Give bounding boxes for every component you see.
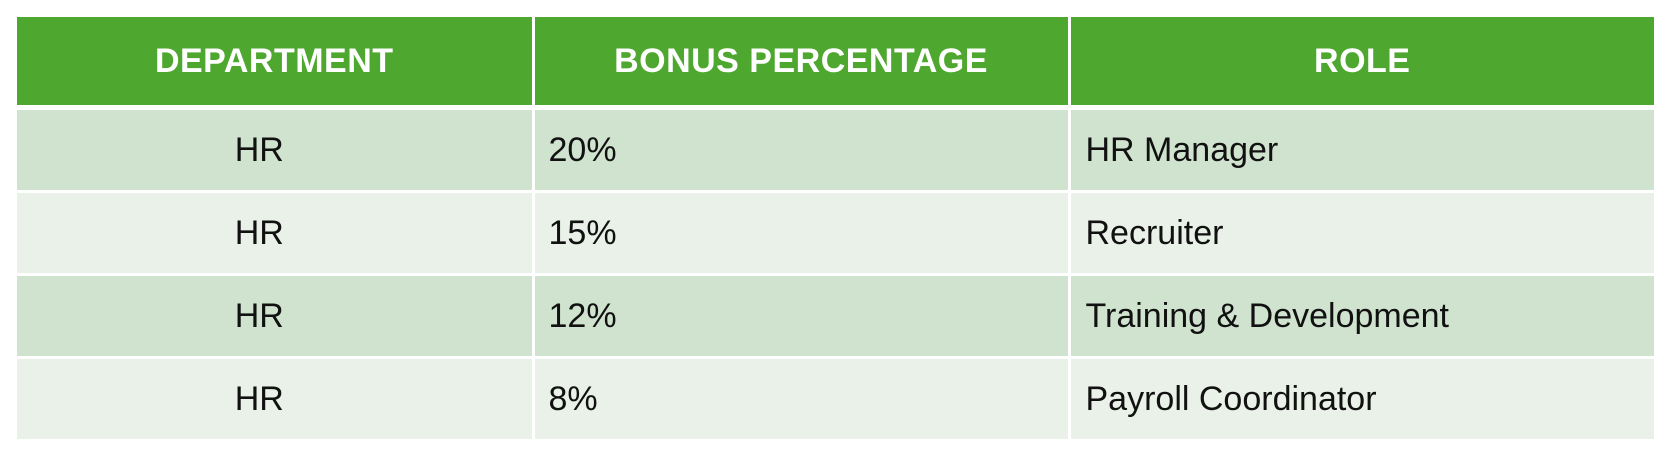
bonus-table: DEPARTMENT BONUS PERCENTAGE ROLE HR 20% …: [17, 17, 1654, 442]
cell-role: Payroll Coordinator: [1069, 357, 1654, 442]
cell-bonus: 20%: [533, 107, 1071, 193]
bonus-table-container: DEPARTMENT BONUS PERCENTAGE ROLE HR 20% …: [17, 17, 1654, 442]
cell-bonus: 8%: [533, 357, 1071, 442]
cell-department: HR: [17, 274, 535, 359]
table-row: HR 8% Payroll Coordinator: [17, 357, 1654, 442]
header-role: ROLE: [1069, 17, 1654, 110]
cell-department: HR: [17, 191, 535, 276]
header-bonus-percentage: BONUS PERCENTAGE: [533, 17, 1071, 110]
header-department: DEPARTMENT: [17, 17, 535, 110]
cell-bonus: 15%: [533, 191, 1071, 276]
cell-department: HR: [17, 357, 535, 442]
cell-role: HR Manager: [1069, 107, 1654, 193]
cell-bonus: 12%: [533, 274, 1071, 359]
cell-role: Training & Development: [1069, 274, 1654, 359]
header-row: DEPARTMENT BONUS PERCENTAGE ROLE: [17, 17, 1654, 110]
table-row: HR 20% HR Manager: [17, 107, 1654, 193]
table-row: HR 15% Recruiter: [17, 191, 1654, 276]
cell-role: Recruiter: [1069, 191, 1654, 276]
table-row: HR 12% Training & Development: [17, 274, 1654, 359]
cell-department: HR: [17, 107, 535, 193]
